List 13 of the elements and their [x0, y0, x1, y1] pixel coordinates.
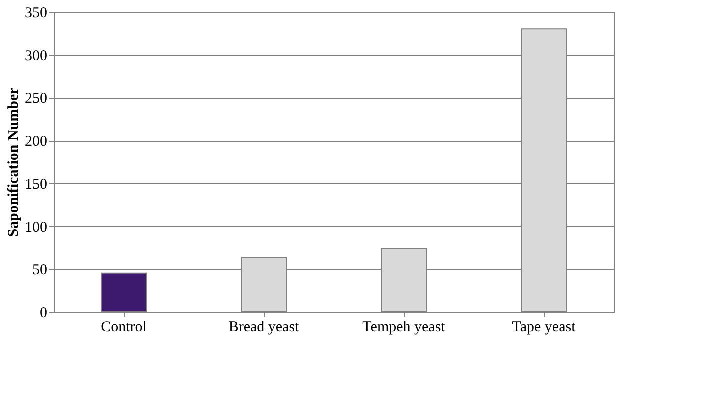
x-tick-label: Tempeh yeast — [362, 320, 446, 336]
y-tick-label: 250 — [25, 91, 48, 108]
y-tick-label: 0 — [40, 306, 48, 322]
y-tick-label: 100 — [25, 220, 48, 236]
y-tick-label: 150 — [25, 176, 48, 193]
y-tick-label: 350 — [25, 6, 48, 22]
y-tick-label: 300 — [25, 48, 48, 64]
y-axis-title: Saponification Number — [6, 87, 22, 238]
x-tick-label: Bread yeast — [228, 320, 300, 336]
x-tick-label: Control — [101, 320, 147, 336]
y-tick-label: 50 — [32, 262, 48, 279]
y-tick-label: 200 — [25, 134, 48, 150]
x-tick-label: Tape yeast — [512, 320, 577, 336]
